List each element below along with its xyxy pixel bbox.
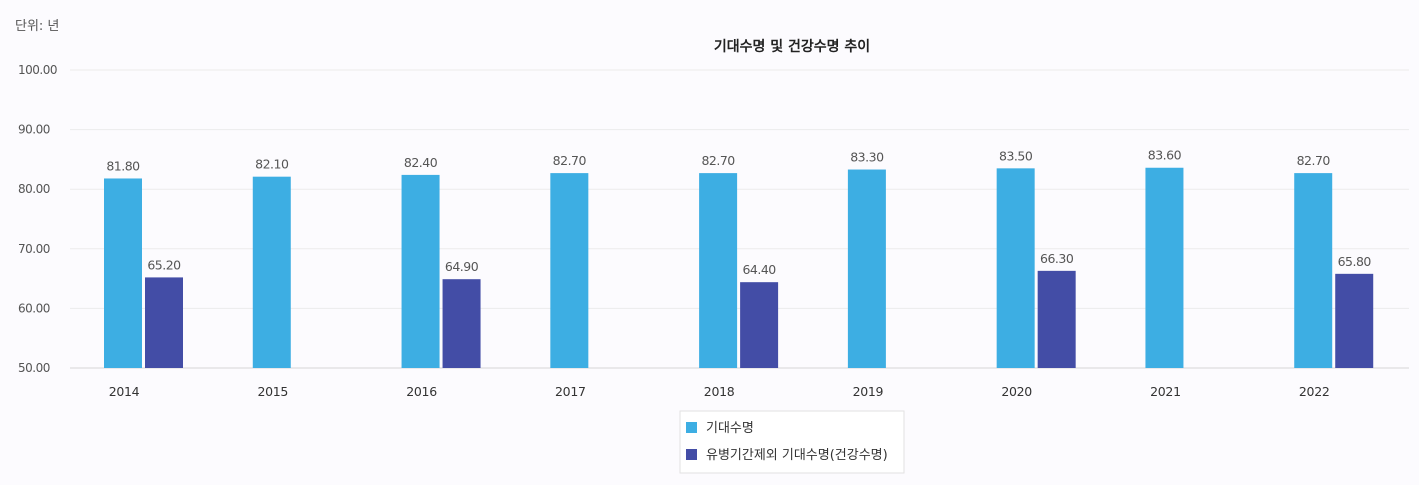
legend-item-healthy[interactable]: 유병기간제외 기대수명(건강수명) (686, 448, 888, 463)
data-label: 81.80 (106, 158, 140, 173)
bar-expectancy[interactable] (847, 169, 886, 368)
data-label: 64.40 (742, 262, 776, 277)
x-tick-label: 2016 (406, 384, 437, 399)
data-label: 83.60 (1148, 148, 1182, 163)
bar-expectancy[interactable] (1145, 167, 1184, 368)
bar-expectancy[interactable] (401, 174, 440, 368)
bar-healthy[interactable] (740, 282, 779, 368)
bar-expectancy[interactable] (550, 173, 589, 368)
legend-swatch-expectancy (686, 422, 697, 433)
data-label: 83.50 (999, 148, 1033, 163)
unit-label: 단위: 년 (15, 19, 59, 34)
data-label: 83.30 (850, 150, 884, 165)
legend-box (679, 410, 905, 474)
legend: 기대수명 유병기간제외 기대수명(건강수명) (679, 410, 905, 474)
y-tick-label: 80.00 (18, 182, 50, 196)
x-tick-label: 2022 (1299, 384, 1330, 399)
y-tick-label: 50.00 (18, 361, 50, 375)
data-label: 66.30 (1040, 251, 1074, 266)
legend-item-expectancy[interactable]: 기대수명 (686, 421, 754, 436)
bar-expectancy[interactable] (104, 178, 142, 368)
data-label: 82.70 (701, 153, 735, 168)
y-axis-ticks: 50.00 60.00 70.00 80.00 90.00 100.00 (18, 63, 58, 375)
x-tick-label: 2018 (704, 384, 735, 399)
bar-expectancy[interactable] (1294, 173, 1333, 368)
bar-expectancy[interactable] (252, 176, 291, 368)
bar-healthy[interactable] (145, 277, 183, 368)
chart-title: 기대수명 및 건강수명 추이 (714, 38, 870, 55)
y-tick-label: 90.00 (18, 123, 50, 137)
data-label: 82.10 (255, 157, 289, 172)
data-labels: 81.80 65.20 82.10 82.40 64.90 82.70 82.70 64.40… (106, 148, 1372, 277)
data-label: 65.80 (1338, 254, 1372, 269)
grid-lines (70, 69, 1409, 369)
bar-healthy[interactable] (442, 279, 481, 368)
data-label: 82.40 (404, 155, 438, 170)
bar-expectancy[interactable] (996, 168, 1035, 368)
data-label: 82.70 (553, 153, 587, 168)
x-tick-label: 2017 (555, 384, 586, 399)
x-tick-label: 2020 (1001, 384, 1032, 399)
y-tick-label: 70.00 (18, 242, 50, 256)
data-label: 65.20 (147, 257, 181, 272)
bars (104, 167, 1374, 368)
y-tick-label: 100.00 (18, 63, 57, 77)
bar-healthy[interactable] (1037, 270, 1076, 368)
legend-label-expectancy: 기대수명 (706, 421, 754, 436)
x-axis-ticks: 2014 2015 2016 2017 2018 2019 2020 2021 2022 (109, 384, 1330, 399)
data-label: 64.90 (445, 259, 479, 274)
bar-expectancy[interactable] (699, 173, 738, 368)
x-tick-label: 2021 (1150, 384, 1181, 399)
y-tick-label: 60.00 (18, 301, 50, 315)
x-tick-label: 2019 (853, 384, 884, 399)
legend-label-healthy: 유병기간제외 기대수명(건강수명) (706, 448, 888, 463)
data-label: 82.70 (1297, 153, 1331, 168)
bar-healthy[interactable] (1335, 273, 1374, 368)
x-tick-label: 2015 (257, 384, 288, 399)
legend-swatch-healthy (686, 449, 697, 460)
x-tick-label: 2014 (109, 384, 140, 399)
